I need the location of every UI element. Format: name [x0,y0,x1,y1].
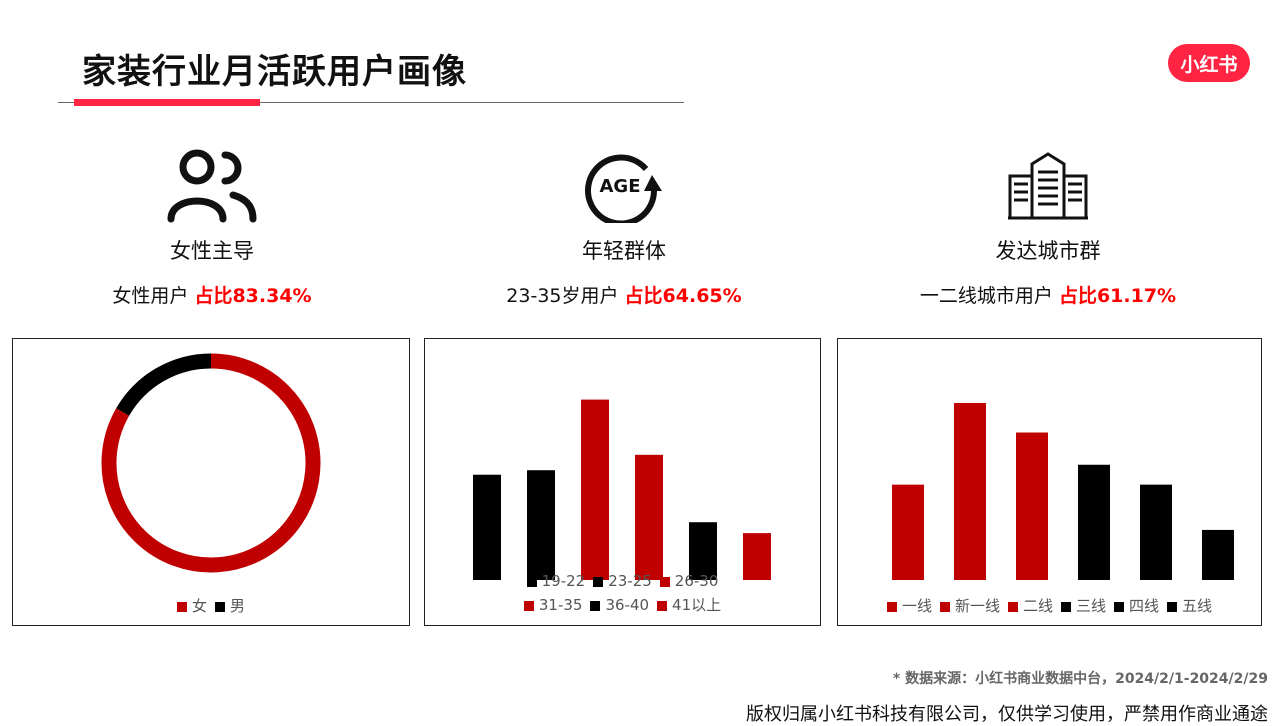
insight-label: 23-35岁用户 [506,285,625,307]
svg-text:AGE: AGE [599,176,640,197]
legend-swatch [886,602,897,612]
legend-swatch [1061,602,1071,612]
bar-36-40 [689,522,717,580]
copyright-note: 版权归属小红书科技有限公司，仅供学习使用，严禁用作商业通途 [746,704,1268,725]
donut-slice-1 [116,353,212,416]
legend-label: 26-30 [674,572,719,590]
legend-swatch [1167,602,1178,612]
insight-heading: 发达城市群 [995,239,1101,263]
gender-chart-panel: 女男 [12,338,410,626]
legend-item: 41以上 [657,593,721,617]
bar-三线 [1078,464,1110,580]
legend-swatch [176,602,187,612]
legend-item: 女 [176,595,207,616]
legend-item: 五线 [1167,595,1212,616]
buildings-icon [848,145,1248,225]
legend-item: 一线 [886,595,932,616]
legend-item: 三线 [1061,595,1106,616]
legend-item: 31-35 [523,593,583,617]
users-icon [12,145,412,225]
legend-label: 19-22 [541,572,586,590]
legend-swatch [215,602,225,612]
legend-item: 36-40 [590,593,649,617]
insight-label: 女性用户 [112,285,195,307]
data-source-note: * 数据来源：小红书商业数据中台，2024/2/1-2024/2/29 [892,671,1268,687]
legend-label: 女 [191,597,207,615]
bar-二线 [1016,432,1048,580]
age-chart-panel: 19-22 23-25 26-30 31-35 36-40 41以上 [424,338,821,626]
bar-四线 [1140,484,1172,580]
legend-item: 新一线 [939,595,1000,616]
legend-swatch [523,601,534,611]
gender-legend: 女男 [13,595,409,616]
donut-slice-0 [101,353,321,573]
legend-label: 男 [230,597,246,615]
legend-swatch [657,601,668,611]
legend-label: 四线 [1129,597,1160,615]
legend-item: 23-25 [593,569,652,593]
bar-26-30 [581,399,609,580]
title-accent-bar [74,99,260,106]
age-icon: AGE [424,145,824,225]
age-legend: 19-22 23-25 26-30 31-35 36-40 41以上 [425,569,820,617]
insight-label: 一二线城市用户 [919,285,1059,307]
insight-city: 发达城市群 一二线城市用户 占比61.17% [848,145,1248,308]
legend-label: 41以上 [672,596,722,614]
insight-heading: 年轻群体 [582,239,666,263]
bar-五线 [1202,529,1234,580]
city-chart-panel: 一线 新一线 二线 三线 四线 五线 [837,338,1262,626]
legend-swatch [939,602,950,612]
legend-item: 二线 [1007,595,1053,616]
legend-label: 36-40 [605,596,650,614]
bar-19-22 [473,474,501,580]
legend-label: 一线 [901,597,932,615]
bar-新一线 [954,403,986,580]
insight-value: 占比64.65% [624,285,742,307]
title-divider [58,102,684,103]
legend-item: 26-30 [659,569,719,593]
legend-label: 三线 [1076,597,1107,615]
legend-swatch [526,577,537,587]
bar-一线 [892,484,924,580]
insight-female: 女性主导 女性用户 占比83.34% [12,145,412,308]
age-bar-chart [473,399,771,580]
legend-label: 23-25 [608,572,652,590]
insight-age: AGE 年轻群体 23-35岁用户 占比64.65% [424,145,824,308]
insight-value: 占比61.17% [1058,285,1177,307]
legend-swatch [593,577,604,587]
insight-heading: 女性主导 [170,239,254,263]
legend-swatch [1007,602,1018,612]
gender-donut-chart [101,353,321,573]
city-bar-chart [892,403,1234,580]
xiaohongshu-logo: 小红书 [1168,44,1250,82]
insight-value: 占比83.34% [194,285,312,307]
page-title: 家装行业月活跃用户画像 [82,52,467,92]
legend-swatch [1114,602,1125,612]
bar-41以上 [743,533,771,580]
city-legend: 一线 新一线 二线 三线 四线 五线 [838,595,1261,616]
legend-item: 19-22 [526,569,586,593]
legend-label: 五线 [1182,597,1213,615]
legend-swatch [659,577,670,587]
legend-label: 新一线 [954,597,1000,615]
legend-label: 二线 [1022,597,1053,615]
bar-23-25 [527,470,555,580]
legend-label: 31-35 [538,596,583,614]
bar-31-35 [635,454,663,580]
legend-swatch [590,601,601,611]
legend-item: 男 [215,595,245,616]
legend-item: 四线 [1114,595,1159,616]
